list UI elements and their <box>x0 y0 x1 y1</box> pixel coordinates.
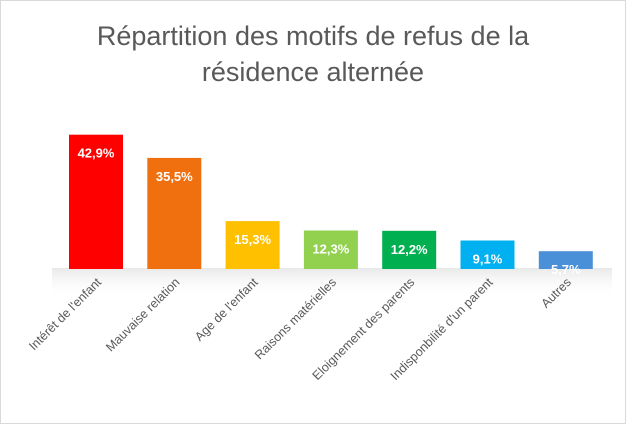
bar-4 <box>303 230 358 269</box>
bar-2 <box>147 157 202 269</box>
bar-7 <box>538 251 593 269</box>
data-label-6: 9,1% <box>473 252 503 267</box>
data-label-5: 12,2% <box>391 242 428 257</box>
chart-title: Répartition des motifs de refus de la ré… <box>96 21 530 87</box>
data-label-4: 12,3% <box>312 242 349 257</box>
data-label-2: 35,5% <box>156 169 193 184</box>
data-label-3: 15,3% <box>234 232 271 247</box>
data-label-1: 42,9% <box>78 146 115 161</box>
data-label-7: 5,7% <box>551 262 581 277</box>
bar-6 <box>460 240 515 269</box>
bar-1 <box>69 134 123 269</box>
plot-floor-shadow <box>52 268 612 298</box>
bar-5 <box>382 230 437 269</box>
bar-3 <box>225 221 280 269</box>
